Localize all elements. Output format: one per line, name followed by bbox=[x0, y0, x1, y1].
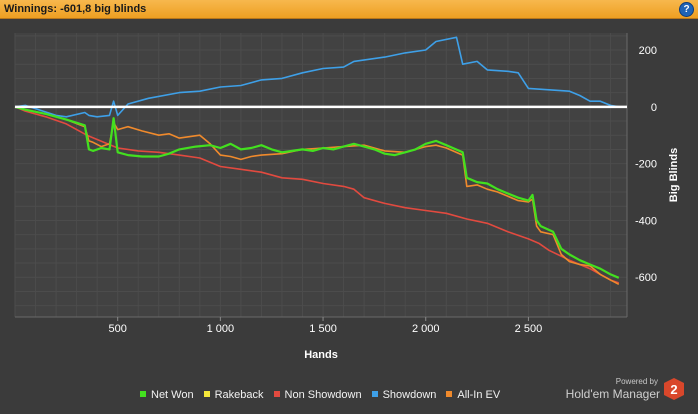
legend-item-all-in-ev[interactable]: All-In EV bbox=[446, 389, 500, 401]
chart-legend: Net Won Rakeback Non Showdown Showdown All-I… bbox=[140, 389, 510, 403]
legend-item-showdown[interactable]: Showdown bbox=[371, 389, 437, 401]
svg-text:2: 2 bbox=[670, 382, 677, 397]
powered-by-label: Powered by bbox=[615, 377, 658, 386]
help-icon[interactable]: ? bbox=[679, 2, 694, 17]
legend-swatch bbox=[140, 391, 146, 397]
title-bar: Winnings: -601,8 big blinds ? bbox=[0, 0, 698, 19]
series-line-non-showdown bbox=[14, 106, 620, 284]
x-axis-label: Hands bbox=[304, 349, 338, 361]
legend-swatch bbox=[203, 391, 210, 397]
legend-item-net-won[interactable]: Net Won bbox=[140, 389, 194, 401]
plot-background bbox=[15, 33, 627, 317]
legend-label: Rakeback bbox=[214, 389, 264, 401]
y-tick-label: 0 bbox=[651, 102, 657, 114]
y-tick-label: -600 bbox=[635, 272, 657, 284]
x-tick-label: 2 000 bbox=[412, 323, 440, 335]
legend-item-non-showdown[interactable]: Non Showdown bbox=[273, 389, 362, 401]
y-tick-label: -200 bbox=[635, 159, 657, 171]
hem2-logo-icon: 2 bbox=[664, 378, 684, 400]
x-tick-label: 1 000 bbox=[207, 323, 235, 335]
x-tick-label: 2 500 bbox=[515, 323, 543, 335]
legend-swatch bbox=[273, 391, 280, 397]
y-tick-label: -400 bbox=[635, 215, 657, 227]
series-line-showdown bbox=[14, 36, 619, 118]
series-line-net-won bbox=[14, 105, 620, 279]
winnings-summary: Winnings: -601,8 big blinds bbox=[4, 3, 147, 15]
legend-label: All-In EV bbox=[457, 389, 501, 401]
powered-by-brand: Powered by Hold'em Manager 2 bbox=[566, 377, 684, 405]
x-tick-label: 1 500 bbox=[309, 323, 337, 335]
legend-label: Net Won bbox=[151, 389, 194, 401]
winnings-chart: 500 1 000 1 500 2 000 2 500 200 0 -200 -400 -600 H… bbox=[0, 19, 698, 409]
legend-item-rakeback[interactable]: Rakeback bbox=[203, 389, 264, 401]
y-tick-label: 200 bbox=[639, 45, 657, 57]
brand-name: Hold'em Manager bbox=[565, 387, 660, 401]
winnings-chart-svg: 500 1 000 1 500 2 000 2 500 200 0 -200 -400 -600 H… bbox=[14, 33, 680, 361]
y-axis-label: Big Blinds bbox=[668, 148, 680, 202]
legend-label: Showdown bbox=[382, 389, 437, 401]
x-tick-label: 500 bbox=[109, 323, 127, 335]
legend-swatch bbox=[371, 391, 378, 397]
legend-label: Non Showdown bbox=[284, 389, 362, 401]
legend-swatch bbox=[446, 391, 453, 397]
